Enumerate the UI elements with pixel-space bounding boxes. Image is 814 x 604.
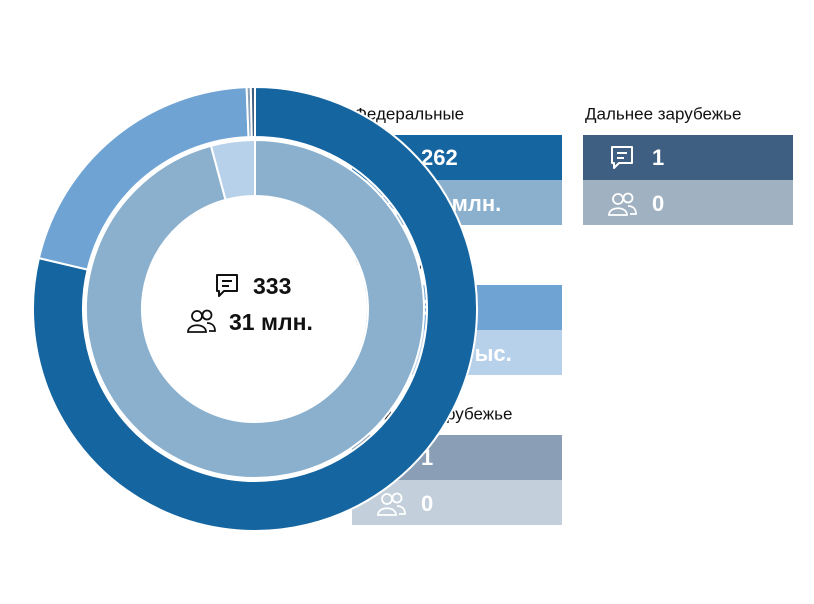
card-audience: 0 xyxy=(652,191,664,216)
donut-hole xyxy=(143,197,367,421)
chat-lines xyxy=(617,152,627,159)
card-audience: 0 xyxy=(421,491,433,516)
people-icon xyxy=(187,309,216,333)
card-row xyxy=(583,180,793,225)
donut-segment xyxy=(209,138,256,202)
person-body xyxy=(377,507,397,516)
person-body xyxy=(206,322,216,332)
card-label: Федеральные xyxy=(354,104,464,123)
person-body xyxy=(608,207,628,216)
person-body xyxy=(627,205,637,215)
card-label: Дальнее зарубежье xyxy=(585,104,741,123)
center-messages: 333 xyxy=(253,273,291,299)
chat-bubble xyxy=(611,146,633,169)
people-icon xyxy=(377,492,406,516)
person-body xyxy=(187,324,207,333)
chat-lines xyxy=(222,280,232,287)
chat-icon xyxy=(216,274,238,297)
donut-segment xyxy=(85,138,425,479)
person-head xyxy=(201,309,213,321)
people-icon xyxy=(608,192,637,216)
card-messages: 262 xyxy=(421,145,458,170)
person-body xyxy=(396,505,406,515)
card-row xyxy=(583,135,793,180)
person-head xyxy=(622,192,634,204)
donut-segment xyxy=(249,85,256,139)
donut-segment xyxy=(32,85,478,532)
chat-bubble xyxy=(216,274,238,297)
person-head xyxy=(391,492,403,504)
card-messages: 1 xyxy=(652,145,664,170)
chat-icon xyxy=(611,146,633,169)
center-audience: 31 млн. xyxy=(229,309,313,335)
